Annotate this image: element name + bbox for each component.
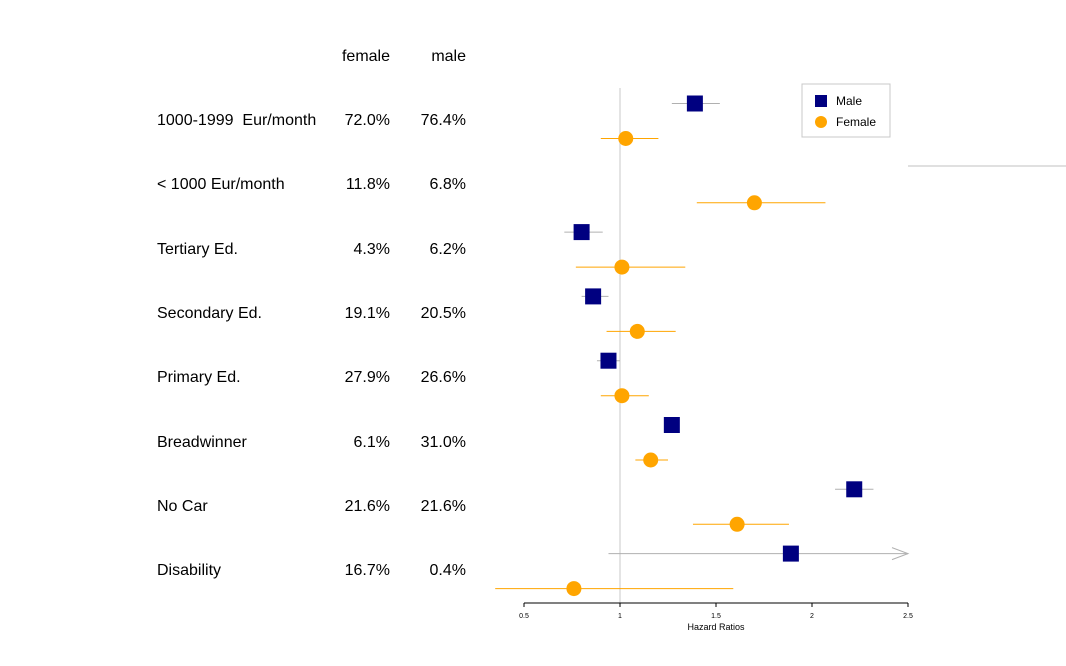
female-percent: 72.0%: [344, 112, 390, 129]
female-percent: 6.1%: [353, 433, 390, 451]
row-label: No Car: [157, 497, 208, 515]
table-row: Secondary Ed. 19.1% 20.5%: [0, 305, 480, 325]
legend-female-circle: [815, 116, 827, 128]
x-tick-label: 1: [618, 613, 622, 620]
female-estimate-circle: [729, 516, 745, 532]
female-percent: 21.6%: [344, 497, 390, 515]
row-label: Breadwinner: [157, 433, 247, 451]
table-row: No Car 21.6% 21.6%: [0, 498, 480, 518]
female-estimate-circle: [618, 131, 634, 146]
male-percent: 21.6%: [420, 497, 466, 515]
female-estimate-circle: [614, 259, 630, 275]
x-tick-label: 2: [810, 613, 814, 620]
legend-box: [801, 83, 891, 138]
male-estimate-square: [663, 417, 680, 433]
legend-label-female: Female: [836, 115, 876, 129]
x-axis-title: Hazard Ratios: [687, 622, 745, 632]
male-estimate-square: [686, 95, 703, 112]
male-percent: 76.4%: [420, 112, 466, 129]
female-estimate-circle: [614, 388, 630, 404]
x-tick-label: 0.5: [519, 613, 529, 620]
table-row: < 1000 Eur/month 11.8% 6.8%: [0, 176, 480, 196]
female-estimate-circle: [643, 452, 659, 468]
male-estimate-square: [846, 481, 863, 498]
row-label: 1000-1999 Eur/month: [157, 112, 317, 129]
x-tick-label: 1.5: [711, 613, 721, 620]
row-label: < 1000 Eur/month: [157, 176, 285, 194]
table-row: Breadwinner 6.1% 31.0%: [0, 434, 480, 454]
male-percent: 31.0%: [420, 433, 466, 451]
table-row: Disability 16.7% 0.4%: [0, 562, 480, 582]
row-label: Tertiary Ed.: [157, 240, 238, 258]
female-estimate-circle: [566, 581, 582, 597]
male-estimate-square: [573, 224, 590, 241]
column-header-female: female: [341, 48, 390, 65]
table-row: Primary Ed. 27.9% 26.6%: [0, 369, 480, 389]
male-estimate-square: [585, 288, 602, 305]
x-tick-label: 2.5: [903, 613, 913, 620]
male-estimate-square: [782, 545, 799, 562]
female-estimate-circle: [746, 195, 762, 211]
male-estimate-square: [600, 352, 617, 369]
row-label: Disability: [157, 562, 222, 580]
male-ci-arrow: [891, 547, 910, 561]
row-label: Secondary Ed.: [157, 304, 262, 322]
male-percent: 6.8%: [429, 176, 466, 194]
table-row: 1000-1999 Eur/month 72.0% 76.4%: [0, 112, 480, 132]
female-percent: 4.3%: [353, 240, 390, 258]
male-percent: 20.5%: [420, 304, 466, 322]
female-percent: 19.1%: [344, 304, 390, 322]
male-percent: 6.2%: [429, 240, 466, 258]
column-header-male: male: [431, 48, 466, 65]
female-estimate-circle: [629, 323, 645, 339]
male-percent: 0.4%: [429, 562, 466, 580]
male-percent: 26.6%: [420, 369, 466, 387]
table-row: Tertiary Ed. 4.3% 6.2%: [0, 241, 480, 261]
female-percent: 16.7%: [344, 562, 390, 580]
row-label: Primary Ed.: [157, 369, 241, 387]
female-percent: 27.9%: [344, 369, 390, 387]
female-percent: 11.8%: [345, 176, 390, 194]
legend-label-male: Male: [836, 94, 862, 108]
legend-male-square: [815, 95, 827, 107]
